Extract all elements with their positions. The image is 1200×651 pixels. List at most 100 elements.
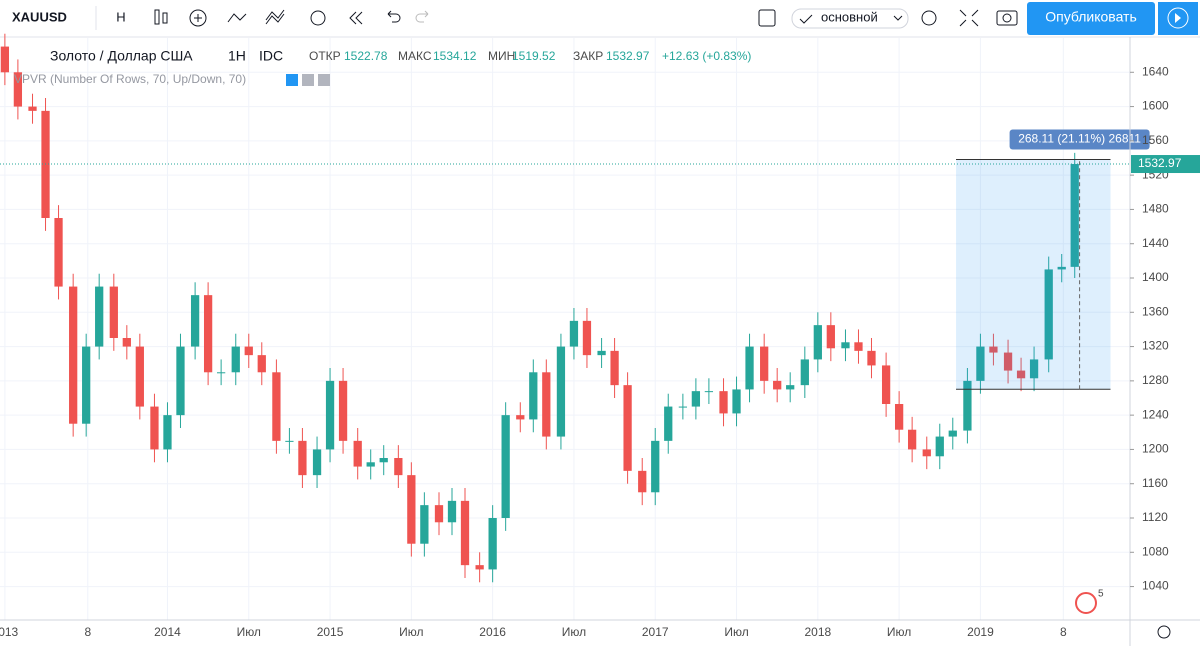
- y-tick-label: 1640: [1142, 64, 1169, 78]
- fullscreen-icon[interactable]: [959, 9, 979, 27]
- candle-body: [894, 404, 904, 430]
- symbol[interactable]: XAUUSD: [12, 9, 67, 24]
- candle-body: [203, 295, 213, 373]
- candle-body: [353, 440, 362, 467]
- measure-label: 268.11 (21.11%) 26811: [1018, 132, 1141, 146]
- candle-body: [597, 350, 606, 356]
- event-badge: 5: [1098, 589, 1104, 600]
- toolbar-icons: [154, 8, 1018, 29]
- legend-title: Золото / Доллар США: [50, 48, 193, 64]
- compare-icon[interactable]: [265, 9, 285, 25]
- settings-icon[interactable]: [921, 10, 937, 26]
- candle-body: [109, 286, 118, 338]
- candle-body: [0, 46, 10, 73]
- candle-body: [190, 295, 200, 347]
- ohlc-label: ЗАКР: [573, 49, 603, 63]
- ohlc-value: 1519.52: [512, 49, 556, 63]
- y-tick-label: 1600: [1142, 99, 1169, 113]
- candle-body: [244, 346, 253, 356]
- y-tick-label: 1360: [1142, 304, 1169, 318]
- candle-body: [338, 380, 348, 441]
- candle-body: [651, 440, 660, 493]
- x-tick-label: Июл: [887, 625, 911, 639]
- candle-body: [366, 462, 375, 467]
- y-tick-label: 1480: [1142, 202, 1169, 216]
- candle-body: [989, 346, 998, 353]
- interval-button[interactable]: Н: [116, 9, 125, 24]
- candle-body: [841, 342, 850, 349]
- candle-body: [516, 415, 525, 420]
- undo-icon[interactable]: [387, 10, 401, 23]
- candle-body: [122, 338, 131, 347]
- y-tick-label: 1240: [1142, 407, 1169, 421]
- candle-body: [298, 440, 307, 476]
- x-tick-label: 2015: [317, 625, 344, 639]
- event-icon[interactable]: [1075, 592, 1097, 614]
- ohlc-value: 1522.78: [344, 49, 388, 63]
- x-tick-label: Июл: [399, 625, 423, 639]
- candle-body: [976, 346, 985, 381]
- x-tick-label: Июл: [237, 625, 261, 639]
- candle-body: [272, 372, 281, 441]
- add-icon[interactable]: [189, 9, 207, 27]
- indicator-remove[interactable]: [318, 74, 330, 86]
- candle-body: [745, 346, 754, 390]
- candle-body: [1003, 352, 1013, 371]
- x-tick-label: 2016: [479, 625, 506, 639]
- y-tick-label: 1040: [1142, 579, 1169, 593]
- y-tick-label: 1120: [1142, 510, 1168, 524]
- candle-body: [312, 449, 322, 476]
- indicator-icon[interactable]: [227, 13, 247, 23]
- y-tick-label: 1200: [1142, 442, 1169, 456]
- indicator-settings[interactable]: [302, 74, 314, 86]
- x-tick-label: 2014: [154, 625, 181, 639]
- x-tick-label: Июл: [724, 625, 748, 639]
- last-price-label: 1532.97: [1138, 156, 1182, 170]
- y-tick-label: 1080: [1142, 544, 1169, 558]
- legend-interval: 1Н: [228, 48, 246, 64]
- indicator-visibility[interactable]: [286, 74, 298, 86]
- snapshot-icon[interactable]: [996, 10, 1018, 26]
- x-tick-label: 2019: [967, 625, 994, 639]
- candle-body: [719, 391, 728, 414]
- candle-body: [501, 415, 510, 518]
- candle-body: [881, 365, 891, 404]
- x-tick-label: 2018: [804, 625, 831, 639]
- candle-body: [216, 372, 226, 374]
- candle-body: [176, 346, 185, 416]
- y-tick-label: 1440: [1142, 236, 1169, 250]
- alert-icon[interactable]: [310, 10, 326, 26]
- layout-name[interactable]: основной: [821, 9, 878, 24]
- candle-body: [786, 385, 795, 390]
- layout-select[interactable]: [791, 8, 909, 29]
- candle-body: [231, 346, 240, 373]
- redo-icon[interactable]: [415, 10, 429, 23]
- dropdown-arrow: [893, 15, 903, 21]
- chart-type-icon[interactable]: [162, 12, 168, 24]
- legend: Золото / Доллар США 1Н IDC ОТКР 1522.78 …: [14, 48, 751, 86]
- layout-icon[interactable]: [758, 9, 776, 27]
- candle-body: [1070, 164, 1079, 267]
- x-tick-label: 8: [84, 625, 91, 639]
- publish-label[interactable]: Опубликовать: [1045, 9, 1137, 25]
- candle-body: [447, 500, 457, 523]
- publish-button[interactable]: [1027, 2, 1155, 35]
- candle-body: [488, 518, 497, 570]
- scale-settings-icon[interactable]: [1157, 625, 1171, 639]
- ohlc-label: МАКС: [398, 49, 432, 63]
- chart-type-icon[interactable]: [154, 9, 160, 25]
- candle-body: [1044, 269, 1053, 360]
- candle-body: [285, 440, 294, 442]
- candle-body: [664, 406, 673, 441]
- play-icon: [1167, 7, 1189, 29]
- ohlc-value: 1532.97: [606, 49, 650, 63]
- y-tick-label: 1280: [1142, 373, 1169, 387]
- replay-icon[interactable]: [349, 11, 363, 25]
- candle-body: [13, 72, 23, 107]
- candle-body: [556, 346, 566, 437]
- y-tick-label: 1160: [1142, 476, 1168, 490]
- candle-body: [582, 320, 592, 356]
- change-value: +12.63 (+0.83%): [662, 49, 751, 63]
- candle-body: [691, 391, 701, 407]
